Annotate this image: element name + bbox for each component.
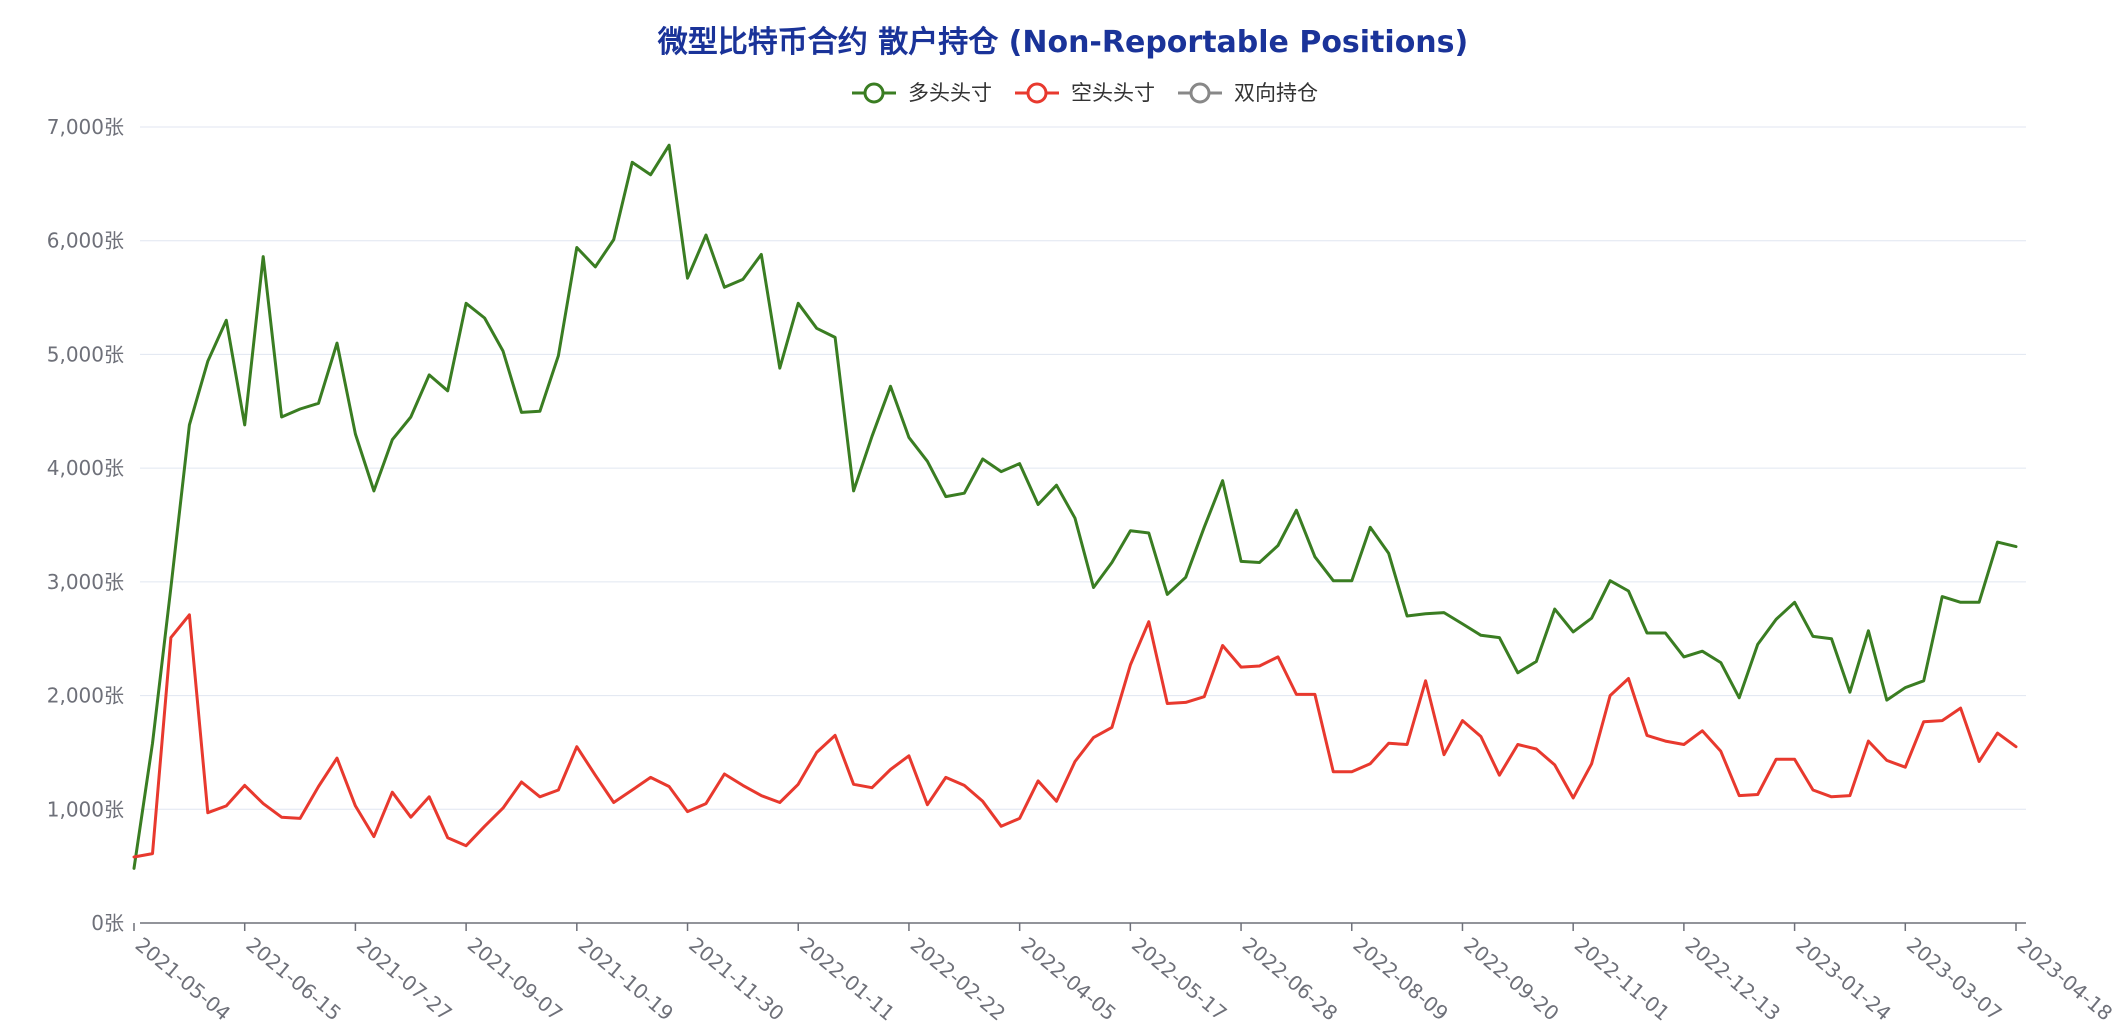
x-tick-label: 2022-11-01 — [1570, 932, 1674, 1025]
grid-lines — [140, 126, 2026, 810]
legend-item-2[interactable]: 双向持仓 — [1178, 81, 1318, 105]
legend-item-0[interactable]: 多头头寸 — [852, 81, 992, 105]
x-tick-label: 2022-05-17 — [1127, 932, 1231, 1025]
x-tick-label: 2022-01-11 — [795, 932, 899, 1025]
x-tick-label: 2021-10-19 — [574, 932, 678, 1025]
x-tick-label: 2023-04-18 — [2013, 932, 2117, 1025]
y-tick-label: 6,000张 — [47, 229, 124, 253]
y-tick-label: 4,000张 — [47, 456, 124, 480]
legend-marker — [863, 82, 885, 104]
x-tick-label: 2022-08-09 — [1349, 932, 1453, 1025]
y-tick-label: 0张 — [91, 911, 124, 935]
chart-title: 微型比特币合约 散户持仓 (Non-Reportable Positions) — [657, 25, 1468, 60]
x-tick-label: 2023-01-24 — [1791, 932, 1895, 1025]
legend-label: 双向持仓 — [1234, 81, 1318, 105]
x-tick-label: 2023-03-07 — [1902, 932, 2006, 1025]
x-tick-label: 2022-04-05 — [1016, 932, 1120, 1025]
y-tick-label: 7,000张 — [47, 115, 124, 139]
x-axis: 2021-05-04 2021-06-15 2021-07-27 2021-09-07… — [131, 922, 2117, 1026]
legend[interactable]: 多头头寸 空头头寸 双向持仓 — [852, 81, 1318, 105]
x-tick-label: 2022-12-13 — [1681, 932, 1785, 1025]
y-tick-label: 5,000张 — [47, 342, 124, 366]
legend-label: 多头头寸 — [908, 81, 992, 105]
x-tick-label: 2022-02-22 — [906, 932, 1010, 1025]
x-tick-label: 2021-09-07 — [463, 932, 567, 1025]
y-axis: 0张 1,000张 2,000张 3,000张 4,000张 5,000张 6,000张 7,… — [47, 115, 124, 935]
x-tick-label: 2021-05-04 — [131, 932, 235, 1025]
x-tick-label: 2021-06-15 — [241, 932, 345, 1025]
series-lines — [132, 143, 2018, 870]
legend-item-1[interactable]: 空头头寸 — [1015, 81, 1155, 105]
y-tick-label: 2,000张 — [47, 684, 124, 708]
series-line-1 — [132, 613, 2018, 859]
legend-marker — [1026, 82, 1048, 104]
legend-marker — [1189, 82, 1211, 104]
series-line-0 — [132, 143, 2018, 870]
x-tick-label: 2022-06-28 — [1238, 932, 1342, 1025]
x-tick-label: 2021-07-27 — [352, 932, 456, 1025]
y-tick-label: 1,000张 — [47, 797, 124, 821]
legend-label: 空头头寸 — [1071, 81, 1155, 105]
x-tick-label: 2021-11-30 — [684, 932, 788, 1025]
y-tick-label: 3,000张 — [47, 570, 124, 594]
x-tick-label: 2022-09-20 — [1459, 932, 1563, 1025]
